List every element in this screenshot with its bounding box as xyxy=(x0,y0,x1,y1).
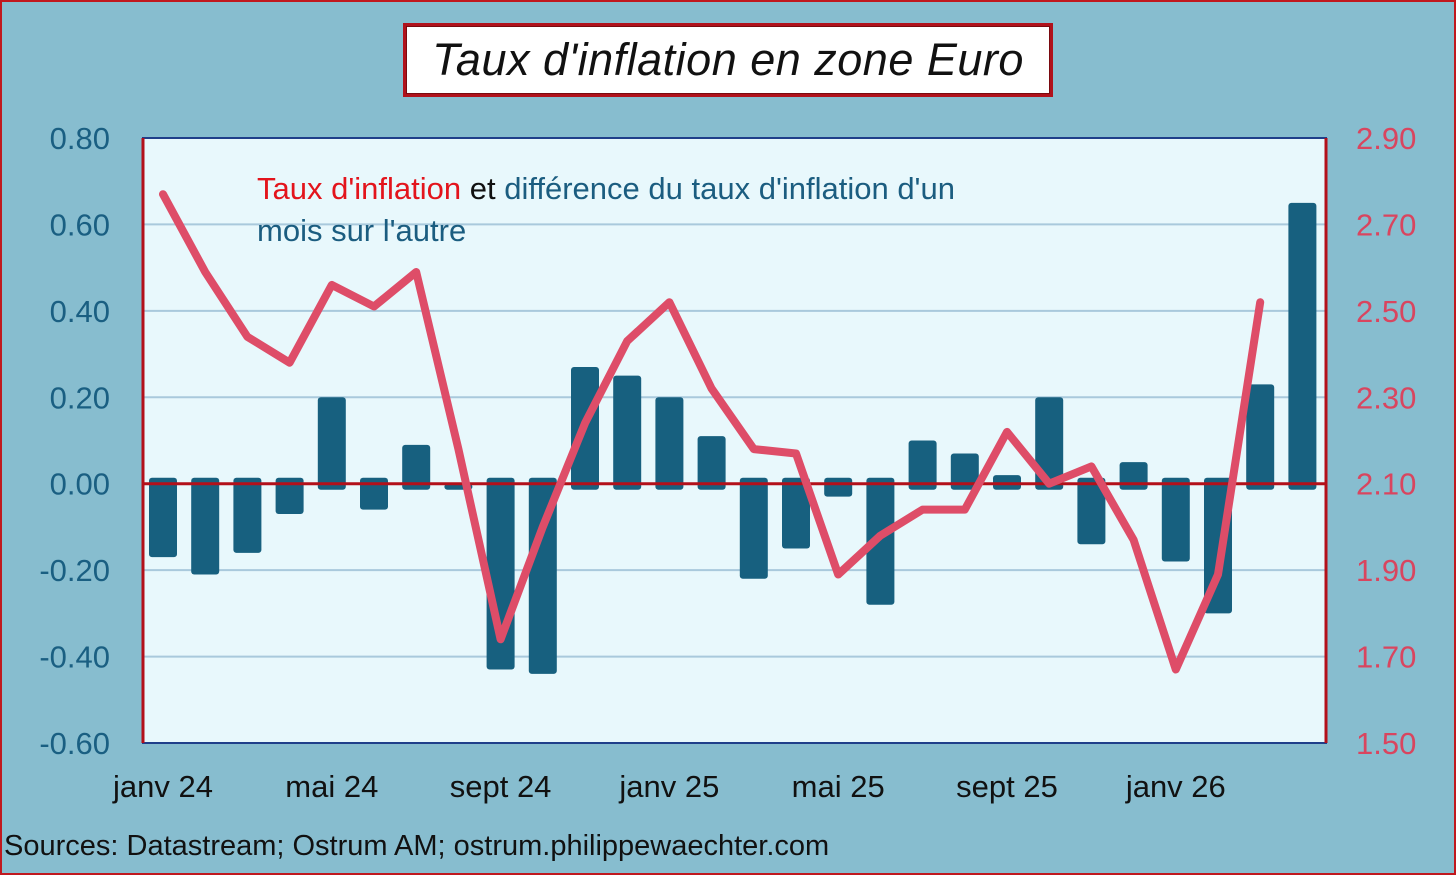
chart-title: Taux d'inflation en zone Euro xyxy=(432,34,1024,85)
bar xyxy=(866,477,895,605)
x-tick-label: janv 26 xyxy=(1125,769,1226,804)
bar xyxy=(317,397,346,490)
right-tick-label: 1.70 xyxy=(1356,640,1416,675)
bar xyxy=(1246,384,1275,490)
left-tick-label: -0.20 xyxy=(39,553,110,588)
left-tick-label: -0.60 xyxy=(39,726,110,761)
bar xyxy=(908,440,937,490)
left-tick-label: 0.00 xyxy=(50,467,110,502)
legend-line-1: Taux d'inflation et différence du taux d… xyxy=(257,171,955,206)
gridlines xyxy=(143,223,1326,658)
bar xyxy=(191,477,220,575)
left-tick-label: -0.40 xyxy=(39,640,110,675)
right-tick-label: 2.10 xyxy=(1356,467,1416,502)
right-tick-label: 1.50 xyxy=(1356,726,1416,761)
x-tick-label: mai 24 xyxy=(285,769,378,804)
right-axis-ticks: 2.90 2.70 2.50 2.30 2.10 1.90 1.70 1.50 xyxy=(1356,121,1416,761)
x-axis-ticks: janv 24 mai 24 sept 24 janv 25 mai 25 sept 25… xyxy=(112,769,1226,804)
bar xyxy=(402,444,431,490)
x-tick-label: sept 24 xyxy=(450,769,552,804)
source-note: Sources: Datastream; Ostrum AM; ostrum.p… xyxy=(4,830,830,862)
bar xyxy=(1077,477,1106,545)
x-tick-label: janv 24 xyxy=(112,769,213,804)
left-tick-label: 0.20 xyxy=(50,380,110,415)
x-tick-label: mai 25 xyxy=(792,769,885,804)
right-tick-label: 2.30 xyxy=(1356,380,1416,415)
legend-blue-text: différence du taux d'inflation d'un xyxy=(504,171,955,206)
bar xyxy=(149,477,177,558)
bar xyxy=(950,453,979,490)
bar xyxy=(1035,397,1064,490)
bar xyxy=(782,477,810,549)
legend-connector-text: et xyxy=(461,171,504,206)
inflation-line xyxy=(159,190,1265,674)
legend-red-text: Taux d'inflation xyxy=(257,171,461,206)
left-tick-label: 0.40 xyxy=(50,294,110,329)
left-tick-label: 0.80 xyxy=(50,121,110,156)
x-tick-label: janv 25 xyxy=(618,769,719,804)
right-tick-label: 2.90 xyxy=(1356,121,1416,156)
right-tick-label: 1.90 xyxy=(1356,553,1416,588)
bar xyxy=(528,477,557,674)
right-tick-label: 2.70 xyxy=(1356,207,1416,242)
bar xyxy=(1288,202,1317,490)
left-axis-ticks: 0.80 0.60 0.40 0.20 0.00 -0.20 -0.40 -0.60 xyxy=(39,121,110,761)
chart-title-box: Taux d'inflation en zone Euro xyxy=(403,23,1053,97)
bar xyxy=(739,477,768,579)
legend-line-2: mois sur l'autre xyxy=(257,213,466,248)
bar xyxy=(1161,477,1190,562)
bar xyxy=(613,375,642,490)
bar xyxy=(233,477,262,553)
bar xyxy=(655,397,684,490)
bar xyxy=(824,477,853,497)
bar xyxy=(275,477,304,514)
bar xyxy=(697,436,726,490)
bar xyxy=(360,477,388,510)
left-tick-label: 0.60 xyxy=(50,207,110,242)
right-tick-label: 2.50 xyxy=(1356,294,1416,329)
bar xyxy=(1119,462,1148,490)
x-tick-label: sept 25 xyxy=(956,769,1058,804)
